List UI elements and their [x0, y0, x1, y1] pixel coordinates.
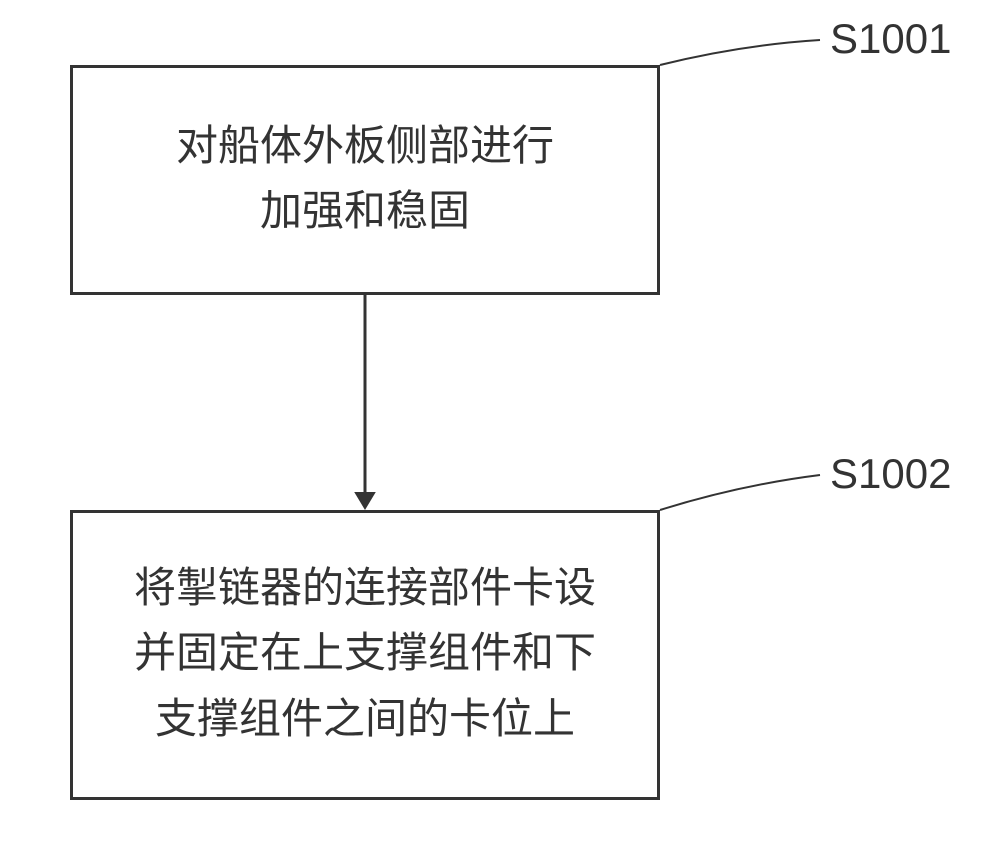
flowchart-node-n2: 将掣链器的连接部件卡设并固定在上支撑组件和下支撑组件之间的卡位上	[70, 510, 660, 800]
node-text-line: 对船体外板侧部进行	[176, 115, 554, 180]
node-text-line: 加强和稳固	[260, 180, 470, 245]
node-text-line: 支撑组件之间的卡位上	[155, 688, 575, 753]
step-label-S1001: S1001	[830, 15, 951, 63]
step-label-S1002: S1002	[830, 450, 951, 498]
leader-line	[660, 40, 820, 65]
node-text-line: 将掣链器的连接部件卡设	[134, 557, 596, 622]
node-text-line: 并固定在上支撑组件和下	[134, 622, 596, 687]
flowchart-node-n1: 对船体外板侧部进行加强和稳固	[70, 65, 660, 295]
edge-arrowhead	[354, 492, 376, 510]
leader-line	[660, 475, 820, 510]
